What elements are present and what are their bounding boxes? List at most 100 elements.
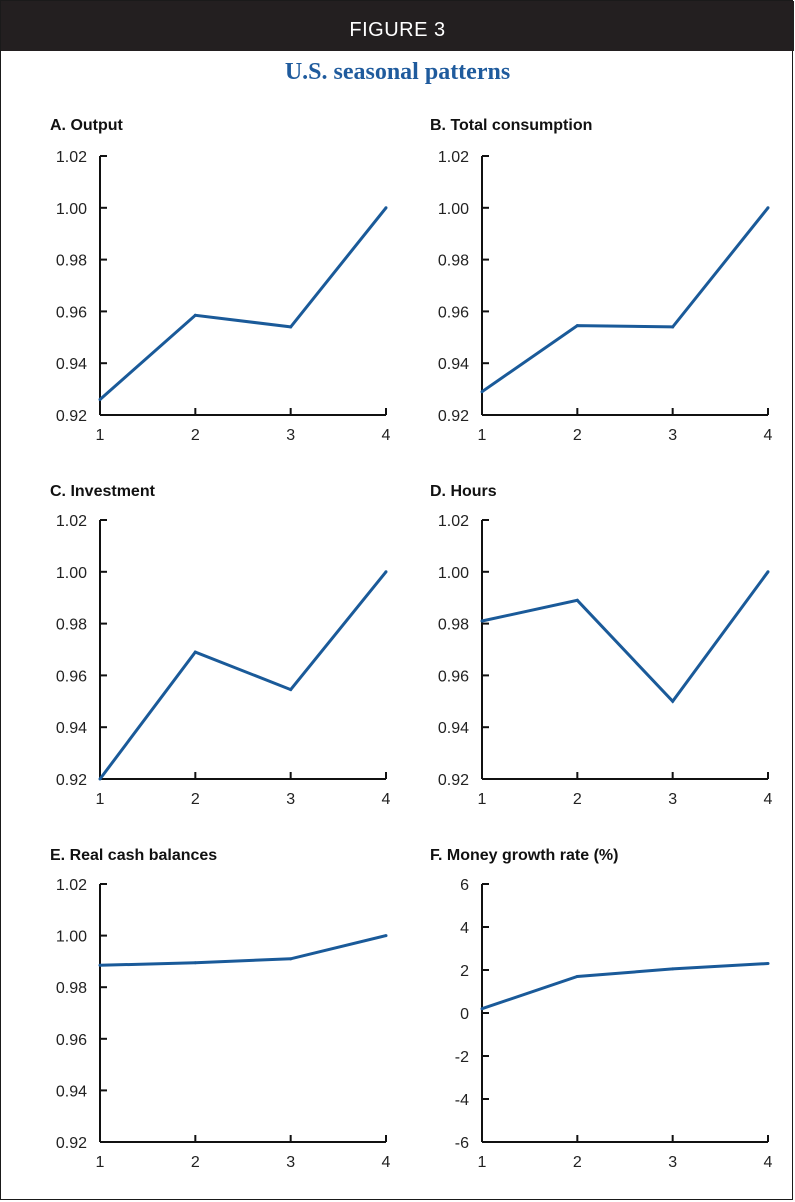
y-tick-label: 1.00 <box>56 201 87 218</box>
x-tick-label: 1 <box>96 427 105 444</box>
series-line <box>481 962 769 1011</box>
data-point <box>671 699 675 703</box>
data-point <box>766 570 770 574</box>
x-tick-label: 3 <box>668 427 677 444</box>
y-tick-label: 0.96 <box>56 1032 87 1049</box>
y-tick-label: 6 <box>460 877 469 894</box>
x-tick-label: 3 <box>668 791 677 808</box>
data-point <box>480 619 484 623</box>
y-tick-label: 1.00 <box>438 201 469 218</box>
data-point <box>480 390 484 394</box>
data-point <box>98 777 102 781</box>
x-tick-label: 2 <box>573 1154 582 1171</box>
x-tick-label: 1 <box>478 791 487 808</box>
data-point <box>98 397 102 401</box>
figure-label: FIGURE 3 <box>1 1 794 51</box>
y-tick-label: 1.02 <box>438 149 469 166</box>
panel-title: F. Money growth rate (%) <box>430 847 618 864</box>
panel-title: B. Total consumption <box>430 117 592 134</box>
series-line <box>98 570 388 780</box>
data-point <box>384 206 388 210</box>
x-tick-label: 3 <box>286 427 295 444</box>
series-line <box>481 570 770 704</box>
chart-panel: C. Investment 1.02 1.00 0.98 0.96 0.94 0.92 1 2 3… <box>50 483 391 808</box>
y-tick-label: 0.96 <box>56 668 87 685</box>
y-tick-label: 0.96 <box>438 304 469 321</box>
data-point <box>480 1007 484 1011</box>
y-tick-label: 1.02 <box>56 149 87 166</box>
x-tick-label: 4 <box>764 1154 773 1171</box>
y-tick-label: 1.00 <box>56 565 87 582</box>
y-tick-label: 1.02 <box>56 877 87 894</box>
chart-panel: E. Real cash balances 1.02 1.00 0.98 0.96 0.9… <box>50 847 391 1171</box>
y-tick-label: 1.02 <box>56 513 87 530</box>
data-point <box>289 957 293 961</box>
data-point <box>193 313 197 317</box>
data-point <box>575 598 579 602</box>
x-tick-label: 1 <box>96 1154 105 1171</box>
y-tick-label: 0.98 <box>56 253 87 270</box>
y-tick-label: 1.02 <box>438 513 469 530</box>
y-tick-label: 0.92 <box>56 772 87 789</box>
y-tick-label: 2 <box>460 963 469 980</box>
data-point <box>289 325 293 329</box>
x-tick-label: 3 <box>668 1154 677 1171</box>
data-point <box>766 206 770 210</box>
chart-panel: D. Hours 1.02 1.00 0.98 0.96 0.94 0.92 1 2 3 4 <box>430 483 773 808</box>
y-tick-label: -4 <box>455 1092 469 1109</box>
x-tick-label: 4 <box>382 1154 391 1171</box>
y-tick-label: 0.94 <box>438 356 469 373</box>
series-line <box>99 206 388 401</box>
panel-title: E. Real cash balances <box>50 847 217 864</box>
y-tick-label: 0.98 <box>438 617 469 634</box>
x-tick-label: 1 <box>478 1154 487 1171</box>
x-tick-label: 2 <box>573 427 582 444</box>
panel-title: C. Investment <box>50 483 156 500</box>
y-tick-label: 0.94 <box>438 720 469 737</box>
y-tick-label: 1.00 <box>438 565 469 582</box>
figure-title: U.S. seasonal patterns <box>284 59 511 85</box>
panel-title: D. Hours <box>430 483 497 500</box>
data-point <box>575 974 579 978</box>
y-tick-label: 0.96 <box>56 304 87 321</box>
x-tick-label: 4 <box>382 791 391 808</box>
y-tick-label: 0 <box>460 1006 469 1023</box>
data-point <box>289 688 293 692</box>
data-point <box>98 963 102 967</box>
chart-panel: B. Total consumption 1.02 1.00 0.98 0.96 0.94… <box>430 117 773 444</box>
x-tick-label: 3 <box>286 1154 295 1171</box>
y-tick-label: -6 <box>455 1135 469 1152</box>
chart-panel: A. Output 1.02 1.00 0.98 0.96 0.94 0.92 1 2 3 4 <box>50 117 391 444</box>
panel-title: A. Output <box>50 117 124 134</box>
x-tick-label: 2 <box>573 791 582 808</box>
y-tick-label: 1.00 <box>56 929 87 946</box>
data-point <box>193 650 197 654</box>
x-tick-label: 4 <box>382 427 391 444</box>
y-tick-label: 0.98 <box>56 980 87 997</box>
y-tick-label: 0.92 <box>438 408 469 425</box>
y-tick-label: 0.94 <box>56 1083 87 1100</box>
y-tick-label: 0.94 <box>56 720 87 737</box>
data-point <box>671 325 675 329</box>
data-point <box>193 961 197 965</box>
y-tick-label: 0.98 <box>438 253 469 270</box>
y-tick-label: -2 <box>455 1049 469 1066</box>
y-tick-label: 0.98 <box>56 617 87 634</box>
data-point <box>384 570 388 574</box>
data-point <box>384 934 388 938</box>
y-tick-label: 0.92 <box>56 1135 87 1152</box>
x-tick-label: 2 <box>191 791 200 808</box>
x-tick-label: 2 <box>191 427 200 444</box>
x-tick-label: 4 <box>764 791 773 808</box>
y-tick-label: 0.94 <box>56 356 87 373</box>
x-tick-label: 4 <box>764 427 773 444</box>
x-tick-label: 1 <box>96 791 105 808</box>
y-tick-label: 0.92 <box>438 772 469 789</box>
data-point <box>671 967 675 971</box>
series-line <box>481 206 770 393</box>
x-tick-label: 2 <box>191 1154 200 1171</box>
data-point <box>766 962 770 966</box>
y-tick-label: 0.92 <box>56 408 87 425</box>
